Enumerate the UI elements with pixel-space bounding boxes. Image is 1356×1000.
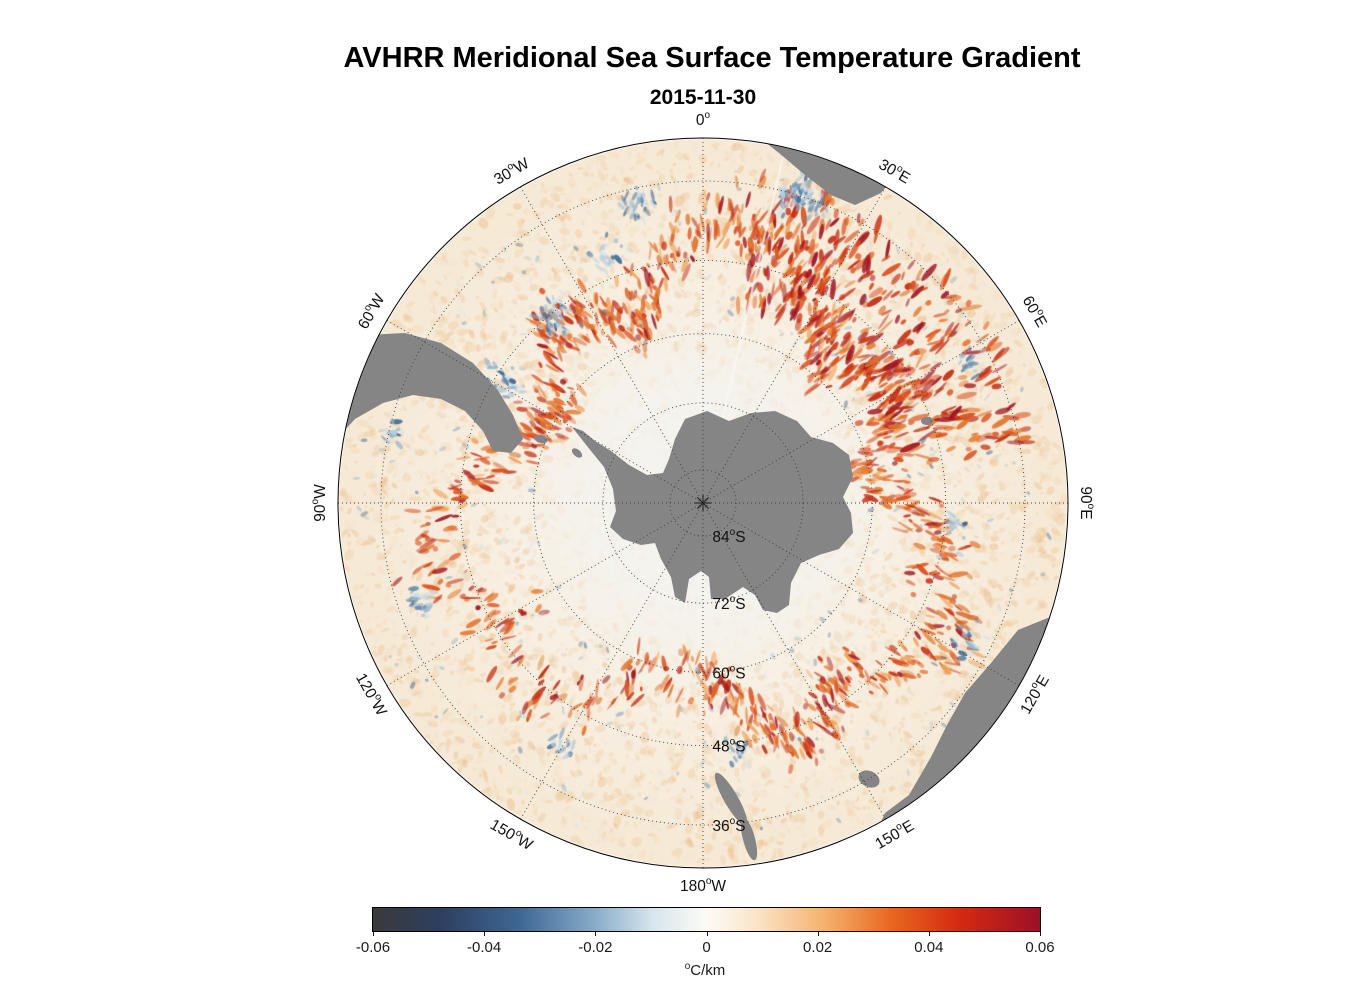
colorbar-tick: [484, 932, 486, 936]
graticule-meridian: [386, 502, 704, 686]
colorbar-tick-label: 0.02: [803, 939, 833, 956]
lon-label: 120oW: [352, 669, 392, 719]
lon-label: 180oW: [680, 876, 726, 895]
colorbar-tick-label: -0.02: [578, 939, 613, 956]
graticule-meridian: [702, 320, 1020, 504]
land-layer: [338, 138, 1068, 868]
colorbar-tick-label: 0: [702, 939, 711, 956]
colorbar-tick: [928, 932, 930, 936]
lat-label: 48oS: [712, 736, 745, 755]
colorbar-tick: [373, 932, 374, 936]
lon-label: 60oW: [353, 290, 388, 332]
map-rim: [337, 137, 1069, 869]
lon-label: 30oE: [876, 154, 914, 187]
graticule-parallel: [533, 333, 873, 673]
colorbar-unit-label: oC/km: [684, 961, 726, 979]
graticule-meridian: [702, 186, 886, 504]
graticule-meridian: [520, 186, 704, 504]
colorbar-tick-label: 0.06: [1025, 939, 1055, 956]
lon-label: 150oE: [871, 815, 917, 852]
colorbar-tick-label: 0.04: [914, 939, 944, 956]
graticule: [338, 138, 1068, 868]
colorbar-tick: [706, 932, 708, 936]
graticule-meridian: [520, 502, 704, 820]
graticule-parallel: [669, 469, 737, 537]
colorbar-tick: [817, 932, 819, 936]
graticule-meridian: [702, 502, 1020, 686]
lon-label: 90oW: [310, 484, 329, 522]
lon-label: 0o: [696, 110, 711, 129]
graticule-parallel: [380, 180, 1026, 826]
lon-label: 30oW: [490, 153, 532, 188]
land-nz-north-island: [740, 817, 758, 861]
land-antarctica: [572, 411, 853, 613]
land-falkland-islands: [534, 434, 548, 444]
figure-subtitle: 2015-11-30: [649, 86, 757, 109]
lon-label: 60oE: [1019, 292, 1052, 330]
colorbar-tick: [1040, 932, 1041, 936]
colorbar-tick-label: -0.04: [467, 939, 502, 956]
land-peninsula-islands: [571, 448, 583, 458]
lat-label: 36oS: [712, 816, 745, 835]
land-south-america: [338, 333, 523, 453]
lat-label: 84oS: [712, 527, 745, 546]
land-tasmania: [858, 770, 880, 788]
land-australia: [875, 573, 1068, 868]
land-kerguelen-island: [921, 417, 933, 425]
lon-label: 90oE: [1078, 486, 1097, 519]
figure-title: AVHRR Meridional Sea Surface Temperature…: [343, 42, 1081, 74]
lon-label: 150oW: [487, 814, 537, 854]
graticule-parallel: [459, 259, 947, 747]
land-africa: [731, 138, 897, 205]
colorbar-tick-label: -0.06: [355, 939, 391, 956]
graticule-meridian: [386, 320, 704, 504]
land-nz-south-island: [714, 772, 748, 826]
colorbar-tick: [595, 932, 597, 936]
lat-label: 60oS: [712, 663, 745, 682]
graticule-meridian: [702, 502, 886, 820]
colorbar-gradient: [372, 907, 1041, 932]
lat-label: 72oS: [712, 594, 745, 613]
pole-marker: [695, 495, 711, 511]
